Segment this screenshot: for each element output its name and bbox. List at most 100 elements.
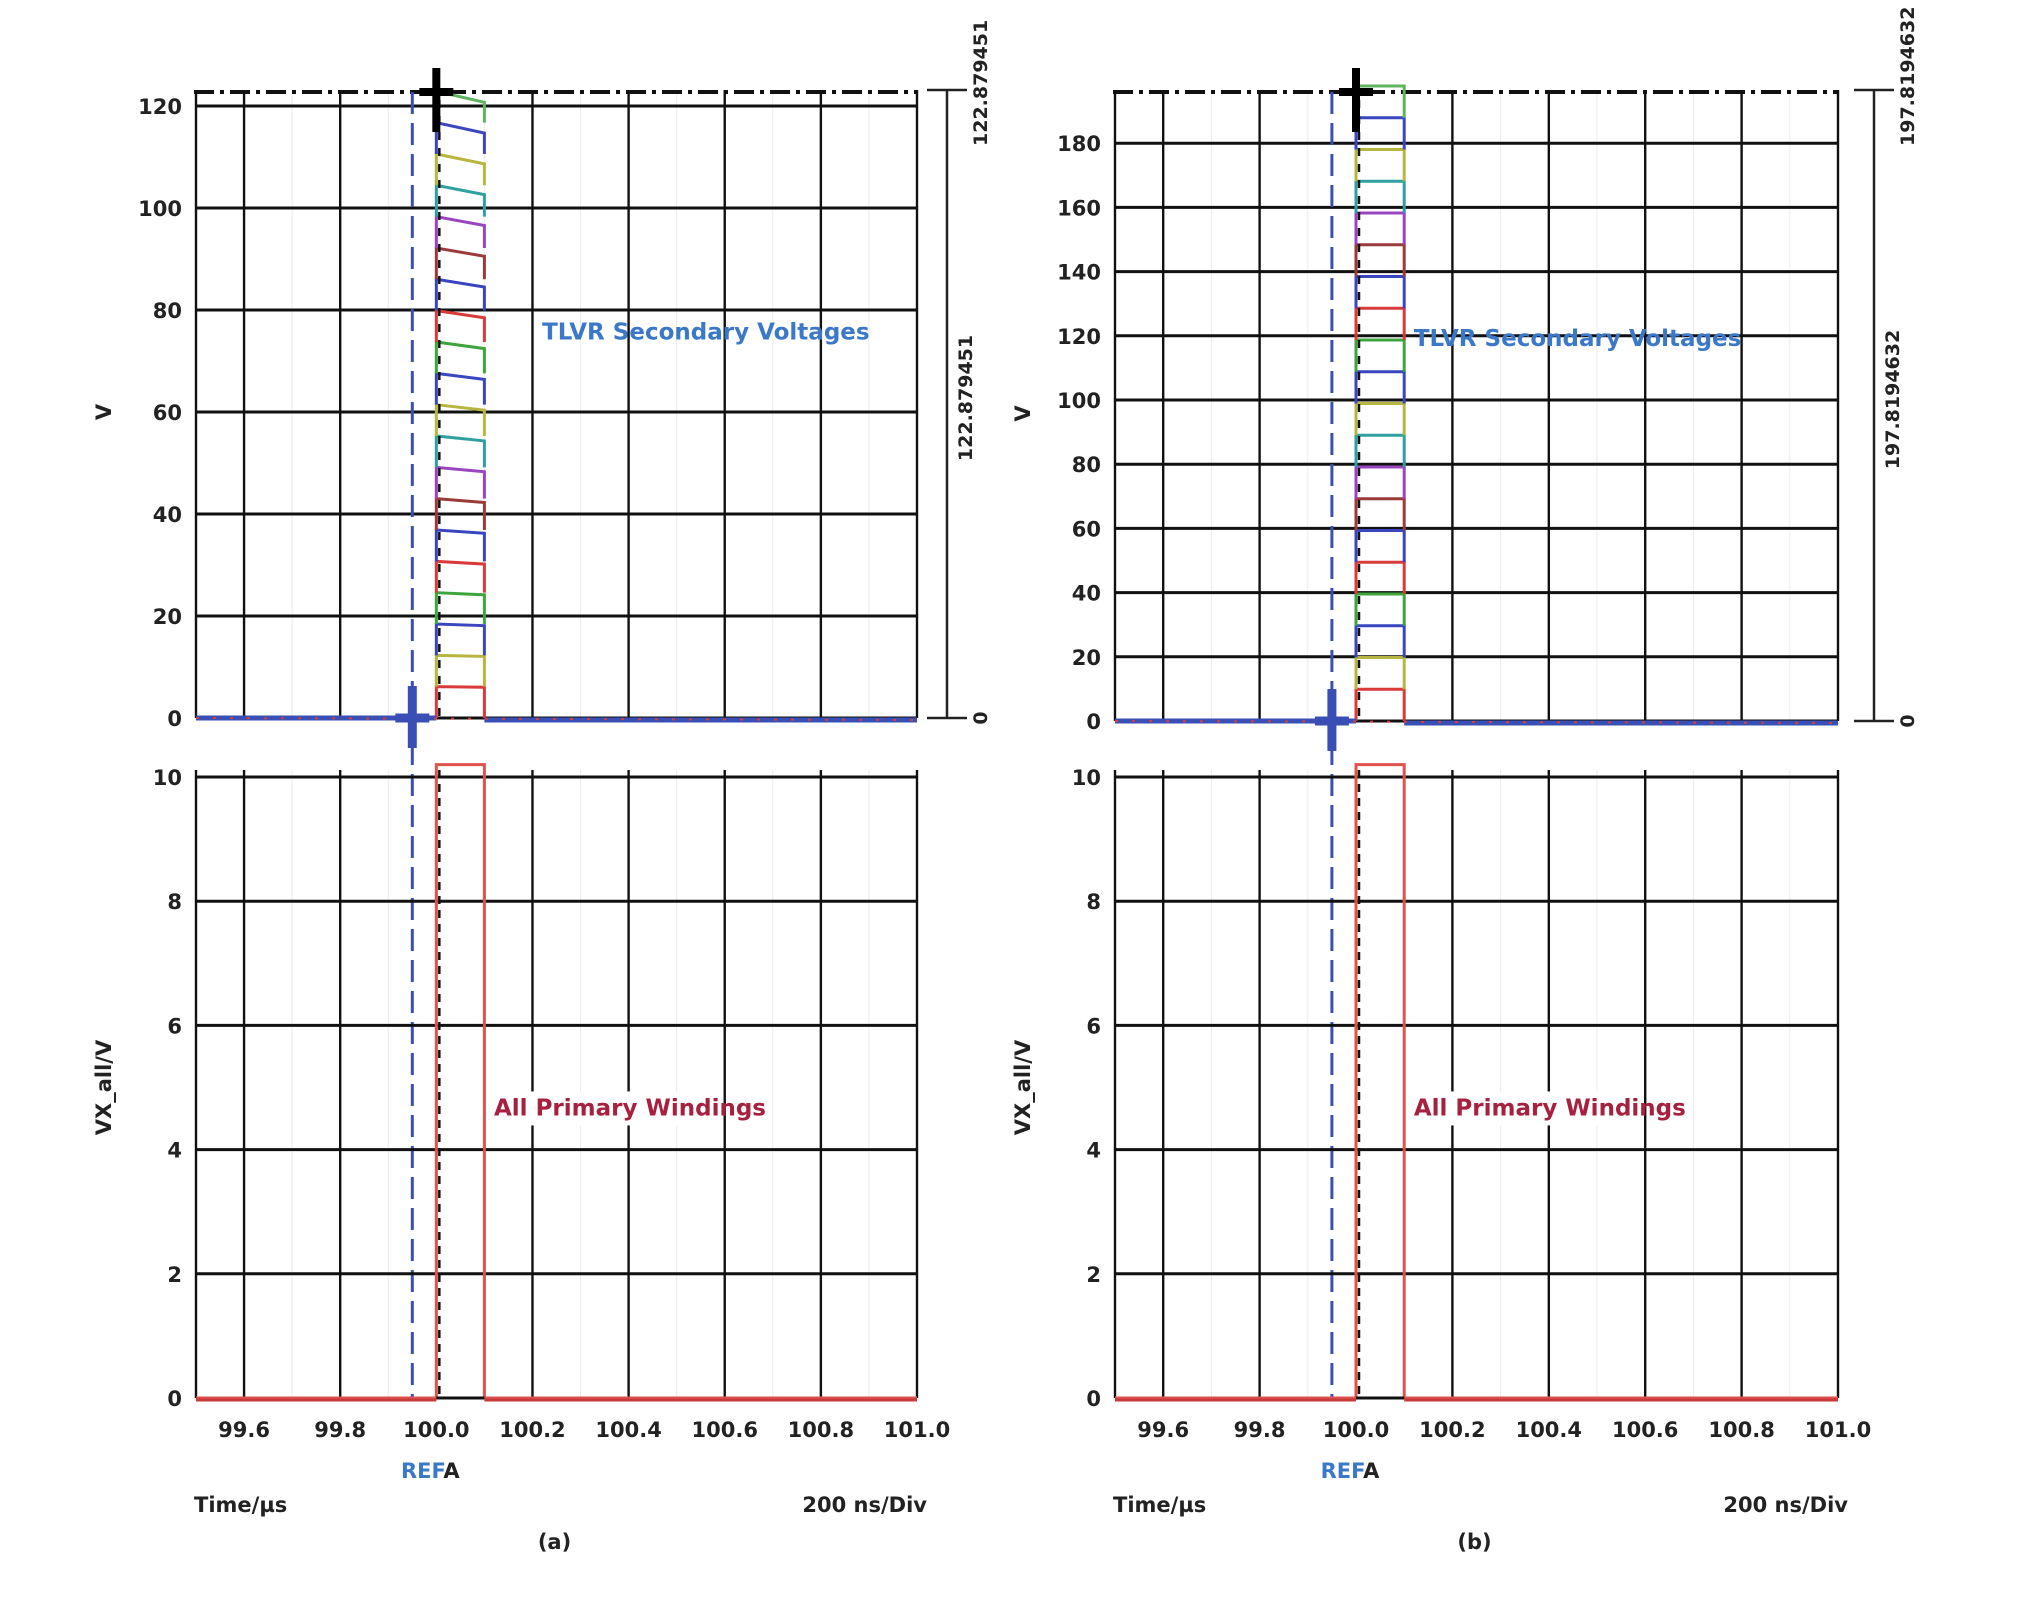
x-tick-label: 100.2 [1419, 1418, 1485, 1442]
y-tick-label: 140 [1057, 261, 1101, 285]
y-tick-label: 100 [1057, 389, 1101, 413]
cursor-cross-top-icon [1339, 68, 1373, 132]
y-tick-label: 0 [1086, 1387, 1101, 1411]
ref-marker-label: REFA [1321, 1459, 1380, 1483]
secondary-step-trace [434, 528, 486, 562]
x-tick-label: 100.8 [788, 1418, 854, 1442]
secondary-step-trace [434, 246, 486, 280]
secondary-step-trace [434, 152, 486, 186]
y-tick-label: 0 [1086, 710, 1101, 734]
secondary-step-trace [434, 214, 486, 248]
x-tick-label: 100.0 [1323, 1418, 1389, 1442]
secondary-step-trace [1354, 147, 1406, 182]
y-axis-title: V [1011, 405, 1035, 422]
y-tick-label: 20 [1072, 646, 1101, 670]
secondary-step-trace [434, 653, 486, 687]
bracket-bottom-value: 0 [970, 711, 992, 724]
y-tick-label: 40 [153, 503, 182, 527]
y-tick-label: 60 [153, 401, 182, 425]
secondary-step-trace [434, 434, 486, 468]
y-tick-label: 10 [1072, 766, 1101, 790]
secondary-voltages-annotation: TLVR Secondary Voltages [1414, 326, 1742, 352]
time-scale-label: 200 ns/Div [802, 1493, 927, 1517]
ref-marker-prefix: REF [1321, 1459, 1365, 1483]
secondary-step-trace [1354, 211, 1406, 245]
secondary-step-trace [1354, 592, 1406, 626]
y-tick-label: 160 [1057, 196, 1101, 220]
y-tick-label: 20 [153, 605, 182, 629]
x-tick-label: 101.0 [1805, 1418, 1871, 1442]
x-tick-label: 99.6 [1137, 1418, 1189, 1442]
x-tick-label: 100.0 [403, 1418, 469, 1442]
secondary-step-trace [1354, 338, 1406, 372]
annotation-backdrop [490, 1091, 723, 1126]
y-tick-label: 0 [167, 1387, 182, 1411]
ref-marker-suffix: A [443, 1459, 460, 1483]
secondary-step-trace [1354, 306, 1406, 341]
secondary-step-trace [1354, 687, 1406, 721]
secondary-step-trace [1354, 624, 1406, 658]
ref-marker-prefix: REF [401, 1459, 445, 1483]
y-tick-label: 8 [1086, 890, 1101, 914]
secondary-step-trace [1354, 275, 1406, 309]
panel-caption: (a) [538, 1530, 571, 1554]
primary-pulse-trace [1115, 763, 1838, 1400]
ref-marker-label: REFA [401, 1459, 460, 1483]
y-axis-title: VX_all/V [92, 1039, 116, 1135]
measure-bracket [927, 88, 967, 720]
secondary-step-trace [434, 277, 486, 311]
y-tick-label: 180 [1057, 132, 1101, 156]
x-tick-label: 100.8 [1708, 1418, 1774, 1442]
y-tick-label: 10 [153, 766, 182, 790]
secondary-step-trace [1354, 179, 1406, 213]
primary-windings-annotation: All Primary Windings [494, 1095, 766, 1121]
baseline-trace-red [195, 717, 918, 721]
secondary-step-trace [1354, 370, 1406, 404]
primary-pulse-trace [196, 763, 917, 1400]
primary-windings-annotation: All Primary Windings [1414, 1095, 1686, 1121]
secondary-step-trace [1354, 243, 1406, 277]
secondary-step-trace [434, 622, 486, 656]
x-tick-label: 100.6 [692, 1418, 758, 1442]
secondary-step-trace [1354, 497, 1406, 531]
x-tick-label: 100.4 [595, 1418, 661, 1442]
secondary-step-trace [1354, 560, 1406, 595]
panel-caption: (b) [1457, 1530, 1491, 1554]
secondary-step-trace [434, 371, 486, 405]
y-tick-label: 6 [1086, 1014, 1101, 1038]
primary-windings-plot: 0 2 4 6 8 10 All Primary Windings VX_all/V [92, 763, 919, 1411]
bracket-span-value: 122.879451 [955, 335, 977, 461]
secondary-step-trace [434, 465, 486, 499]
secondary-voltage-plot: 0 20 40 60 80 100 120 140 160 180 TLVR Secondary V… [1011, 7, 1919, 751]
x-tick-label: 100.6 [1612, 1418, 1678, 1442]
annotation-backdrop [1409, 1091, 1642, 1126]
bracket-top-value: 197.8194632 [1897, 7, 1919, 146]
x-axis-title: Time/µs [194, 1493, 287, 1517]
time-scale-label: 200 ns/Div [1723, 1493, 1848, 1517]
y-tick-label: 6 [167, 1014, 182, 1038]
y-tick-label: 2 [1086, 1263, 1101, 1287]
secondary-step-trace [434, 308, 486, 342]
x-tick-label: 99.8 [314, 1418, 366, 1442]
secondary-step-trace [434, 183, 486, 217]
secondary-step-trace [434, 402, 486, 436]
x-axis: 99.6 99.8 100.0 100.2 100.4 100.6 100.8 101.0 RE… [1113, 1418, 1871, 1554]
x-axis-title: Time/µs [1113, 1493, 1206, 1517]
secondary-step-trace [434, 685, 486, 718]
baseline-trace-red [1114, 720, 1839, 724]
secondary-step-trace [1354, 528, 1406, 563]
y-tick-label: 100 [138, 197, 182, 221]
y-tick-label: 40 [1072, 582, 1101, 606]
y-tick-label: 8 [167, 890, 182, 914]
y-tick-label: 4 [1086, 1139, 1101, 1163]
x-tick-label: 99.8 [1234, 1418, 1286, 1442]
bracket-span-value: 197.8194632 [1882, 330, 1904, 469]
secondary-step-trace [1354, 656, 1406, 690]
y-tick-label: 4 [167, 1139, 182, 1163]
x-axis: 99.6 99.8 100.0 100.2 100.4 100.6 100.8 101.0 RE… [194, 1418, 950, 1554]
y-tick-label: 0 [167, 707, 182, 731]
y-tick-label: 60 [1072, 517, 1101, 541]
bracket-bottom-value: 0 [1897, 714, 1919, 727]
